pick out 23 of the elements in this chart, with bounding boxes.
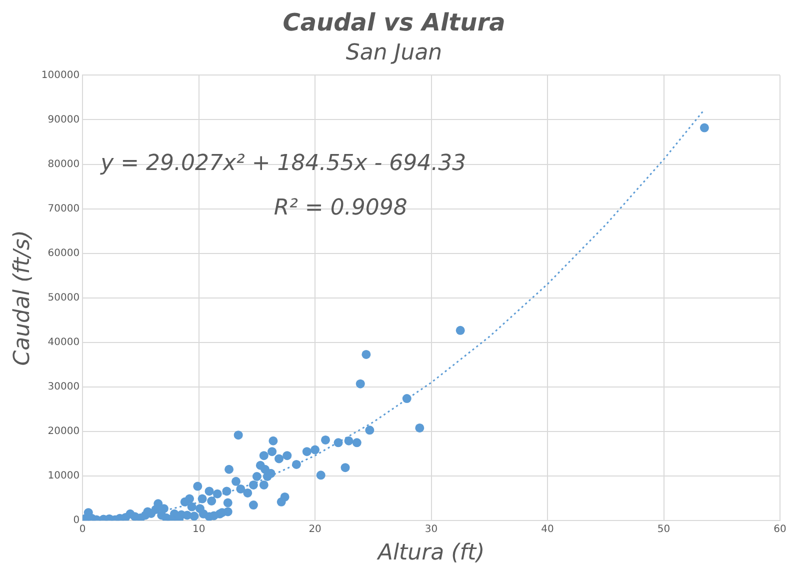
x-axis-title: Altura (ft)	[376, 540, 485, 566]
y-tick-label: 30000	[48, 382, 80, 393]
y-tick-label: 80000	[48, 158, 80, 170]
y-tick-label: 70000	[48, 203, 80, 214]
y-tick-label: 10000	[48, 470, 80, 482]
y-tick-label: 0	[73, 515, 80, 526]
y-tick-label: 100000	[41, 70, 80, 81]
x-tick-label: 30	[424, 524, 438, 536]
x-tick-label: 40	[541, 524, 554, 536]
chart-title: Caudal vs Altura	[282, 8, 506, 37]
y-tick-label: 90000	[48, 114, 80, 126]
annotation: R² = 0.9098	[274, 196, 408, 221]
chart-subtitle: San Juan	[346, 40, 442, 66]
x-tick-label: 20	[308, 524, 322, 536]
x-tick-label: 50	[657, 524, 670, 536]
y-axis-title: Caudal (ft/s)	[10, 230, 35, 366]
y-tick-label: 50000	[48, 292, 80, 304]
x-tick-label: 10	[192, 524, 206, 536]
y-tick-label: 40000	[48, 337, 80, 348]
x-tick-label: 60	[774, 524, 786, 536]
annotation: y = 29.027x² + 184.55x - 694.33	[100, 151, 466, 176]
y-tick-label: 20000	[48, 426, 80, 438]
y-tick-label: 60000	[48, 248, 80, 259]
